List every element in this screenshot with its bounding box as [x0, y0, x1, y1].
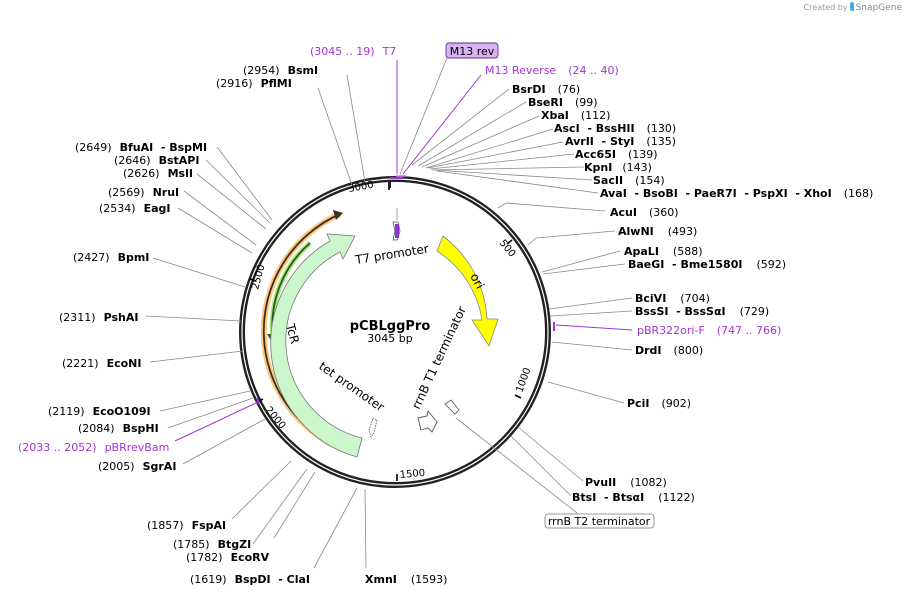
- leader-lines-right: [313, 88, 633, 569]
- feature-rrnb-t2[interactable]: rrnB T2 terminator: [444, 399, 655, 529]
- site-label[interactable]: Acc65I (139): [575, 148, 658, 161]
- feature-m13-rev[interactable]: M13 rev: [445, 42, 499, 59]
- site-label[interactable]: XmnI (1593): [365, 573, 447, 586]
- site-label[interactable]: (1785) BtgZI: [173, 538, 251, 551]
- site-label[interactable]: (2084) BspHI: [78, 422, 159, 435]
- site-label[interactable]: (2626) MslI: [123, 167, 193, 180]
- primer-marks: [256, 175, 555, 405]
- credit-prefix: Created by: [803, 3, 848, 12]
- site-label[interactable]: (2916) PflMI: [216, 77, 292, 90]
- feature-ori[interactable]: ori: [436, 235, 499, 347]
- site-label[interactable]: BciVI (704): [635, 292, 710, 305]
- leader-lines-primers: [174, 57, 633, 442]
- site-label[interactable]: PvuII (1082): [585, 476, 667, 489]
- site-label[interactable]: (1782) EcoRV: [186, 551, 270, 564]
- site-label[interactable]: AscI - BssHII (130): [554, 122, 676, 135]
- tick-label-1500: 1500: [399, 468, 425, 481]
- site-label[interactable]: (2005) SgrAI: [98, 460, 176, 473]
- plasmid-name: pCBLggPro: [350, 319, 431, 334]
- tick-label-3000: 3000: [348, 180, 375, 195]
- site-label[interactable]: AvrII - StyI (135): [565, 135, 676, 148]
- site-label[interactable]: PciI (902): [627, 397, 691, 410]
- feature-t7-promoter[interactable]: T7 promoter: [353, 208, 430, 268]
- site-label[interactable]: AvaI - BsoBI - PaeR7I - PspXI - XhoI (168…: [600, 187, 873, 200]
- snapgene-credit: Created by SnapGene: [804, 2, 902, 13]
- site-label[interactable]: BseRI (99): [528, 96, 598, 109]
- primer-pbrrevbam[interactable]: (2033 .. 2052) pBRrevBam: [18, 441, 169, 454]
- primer-pbr322ori-f[interactable]: pBR322ori-F (747 .. 766): [637, 324, 781, 337]
- site-label[interactable]: BaeGI - Bme1580I (592): [628, 258, 786, 271]
- site-label[interactable]: (2221) EcoNI: [62, 357, 141, 370]
- site-label[interactable]: KpnI (143): [584, 161, 652, 174]
- site-label[interactable]: (1857) FspAI: [147, 519, 226, 532]
- site-label[interactable]: (2646) BstAPI: [114, 154, 199, 167]
- primer-labels: (3045 .. 19) T7 M13 Reverse (24 .. 40) pBR…: [18, 45, 781, 454]
- site-label[interactable]: DrdI (800): [635, 344, 703, 357]
- site-label[interactable]: (2119) EcoO109I: [48, 405, 151, 418]
- site-label[interactable]: (1619) BspDI - ClaI: [190, 573, 310, 586]
- site-label[interactable]: (2311) PshAI: [59, 311, 138, 324]
- primer-m13-reverse[interactable]: M13 Reverse (24 .. 40): [485, 64, 619, 77]
- site-label[interactable]: (2954) BsmI: [243, 64, 318, 77]
- credit-brand: SnapGene: [855, 3, 902, 13]
- site-label[interactable]: (2569) NruI: [108, 186, 179, 199]
- feature-tcr[interactable]: TcR: [270, 233, 363, 458]
- site-label[interactable]: BssSI - BssSαI (729): [635, 305, 769, 318]
- site-label[interactable]: AcuI (360): [610, 206, 679, 219]
- feature-label-tcr: TcR: [283, 321, 302, 345]
- tick-label-1000: 1000: [514, 366, 533, 394]
- leader-lines-left: [145, 74, 366, 545]
- site-label[interactable]: (2427) BpmI: [73, 251, 149, 264]
- site-label[interactable]: SacII (154): [593, 174, 665, 187]
- plasmid-length: 3045 bp: [367, 332, 412, 345]
- feature-label-rrnb-t2: rrnB T2 terminator: [548, 515, 651, 528]
- feature-label-tet-promoter: tet promoter: [316, 359, 387, 414]
- feature-label-t7-promoter: T7 promoter: [353, 242, 429, 268]
- sites-right: BsrDI (76) BseRI (99) XbaI (112) AscI - Bss…: [365, 83, 873, 586]
- site-label[interactable]: (2534) EagI: [99, 202, 170, 215]
- tick-label-2500: 2500: [250, 263, 267, 290]
- tick-label-500: 500: [497, 238, 518, 260]
- sites-left: (1619) BspDI - ClaI (1782) EcoRV (1785) Btg…: [48, 64, 318, 586]
- snapgene-logo-icon: [849, 2, 854, 11]
- feature-label-ori: ori: [467, 271, 487, 291]
- site-label[interactable]: AlwNI (493): [618, 225, 697, 238]
- site-label[interactable]: (2649) BfuAI - BspMI: [75, 141, 207, 154]
- primer-t7[interactable]: (3045 .. 19) T7: [310, 45, 396, 58]
- site-label[interactable]: BtsI - BtsαI (1122): [572, 491, 695, 504]
- feature-label-m13-rev: M13 rev: [450, 45, 495, 58]
- site-label[interactable]: ApaLI (588): [624, 245, 703, 258]
- site-label[interactable]: BsrDI (76): [512, 83, 580, 96]
- site-label[interactable]: XbaI (112): [541, 109, 610, 122]
